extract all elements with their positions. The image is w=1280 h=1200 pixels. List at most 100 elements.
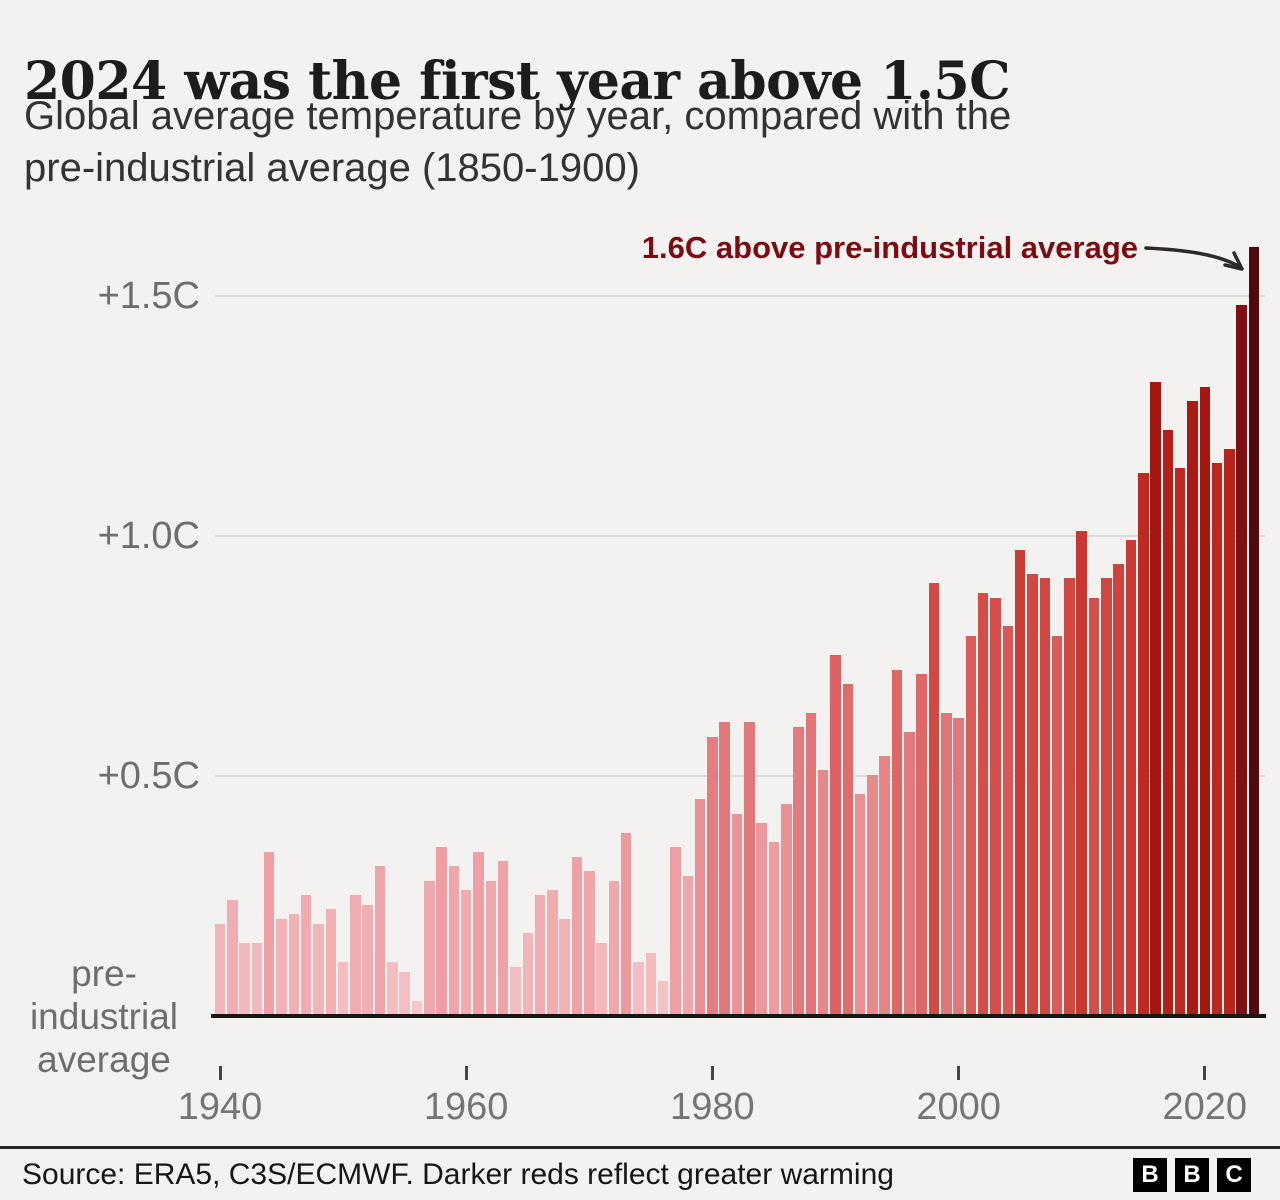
footer-divider [0,1146,1280,1149]
bar-1952 [362,905,373,1015]
bar-2011 [1088,598,1100,1015]
bar-1998 [928,583,940,1015]
bar-1979 [694,799,706,1015]
gridline-0.5 [215,775,1265,778]
bar-1962 [485,881,497,1015]
bar-1951 [350,895,361,1015]
page-title: 2024 was the first year above 1.5C [24,50,1011,112]
bar-1961 [473,852,484,1015]
bar-2023 [1236,305,1247,1015]
bar-2005 [1014,550,1026,1015]
gridline-1 [215,535,1265,538]
bar-1992 [854,794,866,1015]
x-axis-label-2020: 2020 [1162,1086,1248,1128]
bar-2002 [977,593,989,1015]
bar-1993 [867,775,878,1015]
bar-1995 [891,670,903,1015]
gridline-1.5 [215,295,1265,298]
bar-1970 [584,871,595,1015]
bar-1969 [571,857,583,1015]
bar-1994 [879,756,890,1015]
bbc-logo-block-1: B [1133,1158,1167,1192]
bar-1997 [916,674,927,1015]
bar-1965 [522,933,533,1015]
bar-1959 [448,866,460,1015]
bar-1960 [460,890,472,1015]
bar-1963 [497,861,509,1015]
y-axis-label-0.5: +0.5C [97,755,200,798]
bar-2004 [1002,626,1014,1015]
bar-1968 [559,919,570,1015]
bar-1974 [633,962,644,1015]
y-axis-zero-label: pre-industrial average [8,952,200,1081]
bar-2022 [1224,449,1235,1015]
bar-1984 [756,823,767,1015]
bar-1976 [657,981,669,1015]
bar-1944 [263,852,275,1015]
bar-1988 [805,713,817,1015]
bar-1971 [596,943,607,1015]
bar-2015 [1138,473,1149,1015]
bar-1987 [793,727,804,1015]
bbc-logo-block-3: C [1217,1158,1251,1192]
temperature-bar-chart: +1.5C +1.0C +0.5C pre-industrial average 19… [8,230,1266,1128]
x-axis-label-2000: 2000 [916,1086,1001,1128]
bar-1945 [276,919,287,1015]
bar-2008 [1051,636,1063,1015]
x-axis-label-1940: 1940 [177,1086,263,1128]
bar-2006 [1027,574,1038,1015]
y-axis-label-1.5: +1.5C [97,275,200,318]
bar-2016 [1150,382,1161,1015]
bar-1975 [645,953,657,1015]
bar-2009 [1064,578,1075,1015]
bar-1996 [904,732,915,1015]
bar-2003 [990,598,1001,1015]
bar-1981 [719,722,730,1015]
bar-1986 [781,804,792,1015]
bar-1940 [214,924,226,1015]
x-axis-tick-2000 [957,1066,961,1080]
y-axis-zero-label-line: average [37,1039,171,1080]
bar-1983 [744,722,755,1015]
bar-1950 [337,962,349,1015]
bar-2014 [1125,540,1137,1015]
bar-1985 [768,842,780,1015]
subtitle-line-1: Global average temperature by year, comp… [24,94,1012,138]
bar-1990 [830,655,841,1015]
bar-2000 [953,718,964,1015]
bar-2013 [1113,564,1124,1015]
x-axis-label-1960: 1960 [423,1086,509,1128]
bar-2024 [1248,247,1260,1015]
bar-1978 [682,876,694,1015]
x-axis-tick-2020 [1203,1066,1207,1080]
bar-1958 [436,847,447,1015]
bar-1943 [251,943,263,1015]
x-axis-tick-1960 [464,1066,468,1080]
bar-1955 [399,972,410,1015]
x-axis-line [211,1014,1266,1018]
bar-1941 [227,900,238,1015]
source-text: Source: ERA5, C3S/ECMWF. Darker reds ref… [22,1158,894,1191]
bar-1949 [325,909,337,1015]
annotation-text: 1.6C above pre-industrial average [641,230,1138,265]
bar-2001 [965,636,977,1015]
bar-1973 [620,833,632,1015]
bar-1942 [239,943,250,1015]
bar-2012 [1101,578,1112,1015]
bar-1999 [941,713,952,1015]
bar-2021 [1211,463,1223,1015]
bar-2010 [1076,531,1087,1015]
y-axis-zero-label-line: industrial [29,996,179,1037]
bar-1982 [731,814,743,1015]
subtitle-line-2: pre-industrial average (1850-1900) [24,146,640,190]
annotation-arrow-icon [1144,246,1244,271]
bar-1948 [313,924,324,1015]
bar-2020 [1199,387,1211,1015]
bar-1989 [817,770,829,1015]
bar-1964 [510,967,521,1015]
y-axis-zero-label-line: pre- [71,953,137,994]
bar-1953 [374,866,386,1015]
bar-2019 [1187,401,1198,1015]
bar-1977 [670,847,681,1015]
